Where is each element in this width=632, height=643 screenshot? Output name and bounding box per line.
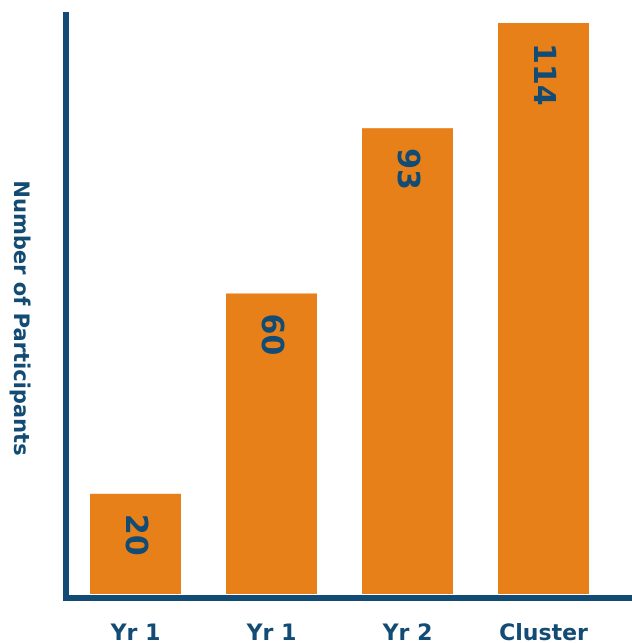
data-label-1: 20 xyxy=(118,514,153,556)
x-tick-labels: Yr 1 Yr 1 Yr 2 Cluster xyxy=(110,621,588,643)
x-tick-label-3: Yr 2 xyxy=(382,621,433,643)
data-label-3: 93 xyxy=(390,148,425,190)
x-tick-label-1: Yr 1 xyxy=(110,621,161,643)
bar-2 xyxy=(226,293,317,594)
bar-1 xyxy=(90,493,181,594)
y-axis-label: Number of Participants xyxy=(9,180,33,455)
bars-group: 20 60 93 114 xyxy=(90,23,589,594)
data-label-2: 60 xyxy=(254,313,289,355)
bar-3 xyxy=(362,128,453,594)
bar-4 xyxy=(498,23,589,594)
x-tick-label-2: Yr 1 xyxy=(246,621,297,643)
data-label-4: 114 xyxy=(526,43,561,106)
x-tick-label-4: Cluster xyxy=(499,621,588,643)
